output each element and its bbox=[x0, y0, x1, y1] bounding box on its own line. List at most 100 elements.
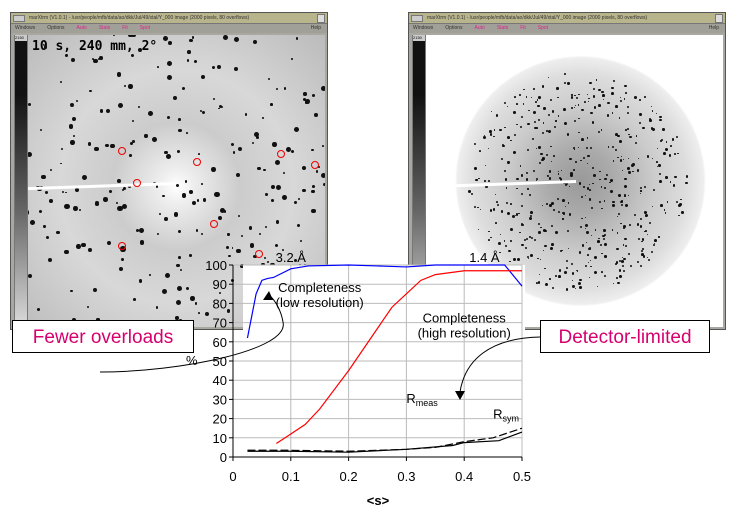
diffraction-spot bbox=[530, 210, 533, 214]
diffraction-spot bbox=[543, 122, 545, 124]
diffraction-spot bbox=[251, 141, 254, 145]
diffraction-spot bbox=[636, 260, 640, 264]
menu-options[interactable]: Options bbox=[445, 25, 463, 31]
diffraction-spot bbox=[163, 217, 168, 221]
menu-auto[interactable]: Auto bbox=[474, 25, 485, 31]
diffraction-spot bbox=[105, 143, 109, 148]
diffraction-spot bbox=[597, 237, 600, 240]
diffraction-spot bbox=[636, 223, 640, 226]
diffraction-spot bbox=[211, 65, 215, 69]
diffraction-spot bbox=[617, 156, 619, 159]
maximize-button[interactable] bbox=[715, 14, 723, 23]
diffraction-spot bbox=[617, 232, 619, 234]
diffraction-spot bbox=[509, 203, 512, 206]
menu-help[interactable]: Help bbox=[310, 25, 321, 31]
diffraction-spot bbox=[163, 36, 169, 42]
x-tick-label: 0.4 bbox=[455, 469, 473, 484]
menu-fit[interactable]: Fit bbox=[520, 25, 526, 31]
menu-spot[interactable]: Spot bbox=[139, 25, 151, 31]
menu-help[interactable]: Help bbox=[708, 25, 719, 31]
diffraction-spot bbox=[620, 201, 623, 204]
diffraction-spot bbox=[557, 171, 559, 173]
diffraction-spot bbox=[534, 126, 537, 130]
menu-options[interactable]: Options bbox=[47, 25, 65, 31]
diffraction-spot bbox=[625, 204, 629, 208]
diffraction-spot bbox=[135, 228, 139, 233]
diffraction-spot bbox=[624, 84, 627, 88]
diffraction-spot bbox=[556, 87, 559, 90]
diffraction-spot bbox=[546, 153, 549, 157]
menubar: Windows Options Auto Stats Fit Spot Help bbox=[409, 24, 725, 33]
diffraction-spot bbox=[556, 231, 558, 233]
diffraction-spot bbox=[557, 96, 559, 99]
diffraction-spot bbox=[184, 180, 188, 184]
diffraction-spot bbox=[533, 120, 537, 123]
diffraction-spot bbox=[575, 161, 577, 164]
diffraction-spot bbox=[489, 209, 493, 212]
diffraction-spot bbox=[543, 229, 547, 233]
diffraction-spot bbox=[639, 225, 643, 228]
menu-fit[interactable]: Fit bbox=[122, 25, 128, 31]
diffraction-spot bbox=[28, 210, 29, 215]
diffraction-spot bbox=[496, 114, 499, 117]
diffraction-spot bbox=[130, 54, 134, 58]
diffraction-spot bbox=[45, 236, 49, 240]
diffraction-spot bbox=[628, 171, 631, 174]
diffraction-spot bbox=[536, 282, 538, 285]
diffraction-spot bbox=[609, 190, 613, 194]
menu-windows[interactable]: Windows bbox=[413, 25, 434, 31]
y-tick-label: 50 bbox=[213, 354, 227, 369]
menu-auto[interactable]: Auto bbox=[76, 25, 87, 31]
diffraction-spot bbox=[523, 238, 526, 241]
diffraction-spot bbox=[488, 129, 492, 133]
diffraction-spot bbox=[677, 152, 679, 155]
diffraction-spot bbox=[658, 236, 660, 238]
diffraction-spot bbox=[575, 270, 577, 272]
diffraction-spot bbox=[592, 94, 596, 98]
diffraction-spot bbox=[543, 107, 546, 111]
diffraction-spot bbox=[567, 230, 570, 232]
overload-marker bbox=[277, 150, 285, 158]
diffraction-spot bbox=[497, 241, 501, 245]
menu-spot[interactable]: Spot bbox=[537, 25, 549, 31]
diffraction-spot bbox=[624, 193, 627, 196]
diffraction-spot bbox=[653, 188, 656, 191]
diffraction-spot bbox=[554, 126, 557, 128]
overload-marker bbox=[255, 250, 263, 258]
diffraction-spot bbox=[593, 106, 596, 109]
diffraction-spot bbox=[48, 257, 53, 263]
window-menu-button[interactable] bbox=[411, 15, 423, 22]
diffraction-spot bbox=[547, 130, 551, 134]
diffraction-spot bbox=[574, 148, 576, 150]
menu-windows[interactable]: Windows bbox=[15, 25, 36, 31]
diffraction-spot bbox=[178, 118, 182, 121]
diffraction-spot bbox=[602, 93, 605, 97]
diffraction-spot bbox=[88, 248, 93, 253]
overload-marker bbox=[133, 179, 141, 187]
diffraction-spot bbox=[65, 191, 68, 194]
diffraction-spot bbox=[633, 213, 637, 217]
diffraction-spot bbox=[314, 113, 318, 117]
diffraction-spot bbox=[637, 169, 640, 172]
diffraction-spot bbox=[258, 232, 261, 235]
diffraction-spot bbox=[530, 236, 533, 240]
diffraction-spot bbox=[235, 172, 241, 178]
diffraction-spot bbox=[536, 99, 539, 102]
diffraction-spot bbox=[503, 169, 506, 172]
window-menu-button[interactable] bbox=[13, 15, 25, 22]
maximize-button[interactable] bbox=[317, 14, 325, 23]
diffraction-spot bbox=[510, 240, 513, 243]
menu-stats[interactable]: Stats bbox=[496, 25, 509, 31]
diffraction-spot bbox=[620, 223, 622, 225]
diffraction-spot bbox=[597, 130, 601, 134]
diffraction-spot bbox=[479, 209, 481, 211]
diffraction-spot bbox=[550, 145, 553, 148]
diffraction-spot bbox=[231, 247, 234, 250]
overload-marker bbox=[118, 147, 126, 155]
diffraction-spot bbox=[513, 150, 516, 154]
diffraction-spot bbox=[39, 209, 43, 213]
diffraction-spot bbox=[233, 66, 239, 72]
diffraction-spot bbox=[612, 146, 615, 149]
menu-stats[interactable]: Stats bbox=[98, 25, 111, 31]
diffraction-spot bbox=[622, 244, 625, 246]
